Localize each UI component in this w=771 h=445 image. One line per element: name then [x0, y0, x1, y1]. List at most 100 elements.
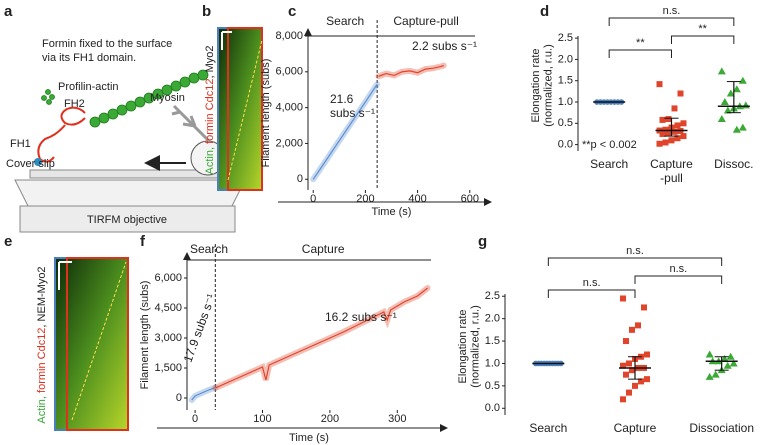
data-line: [312, 83, 378, 180]
point: [626, 389, 632, 396]
significance: n.s.: [663, 5, 681, 17]
panel-label: a: [4, 3, 13, 20]
point: [720, 354, 729, 362]
label: Cover slip: [6, 158, 55, 170]
category-label: Dissociation: [689, 421, 754, 435]
category-label: Capture -pull: [650, 157, 693, 185]
bracket: [671, 35, 735, 44]
y-tick-label: 3,000: [154, 332, 182, 344]
point: [677, 90, 684, 97]
x-tick-label: 0: [310, 193, 316, 205]
y-axis-label: Filament length (subs): [139, 281, 151, 390]
kymograph-e: [54, 257, 129, 431]
point: [659, 130, 666, 137]
x-tick-label: 200: [356, 193, 374, 205]
point: [620, 295, 626, 302]
y-tick-label: 6,000: [275, 66, 303, 78]
x-tick-label: 100: [253, 413, 271, 425]
data-line: [191, 387, 216, 401]
rate-label: 17.9 subs s⁻¹: [181, 292, 219, 364]
significance: **: [636, 37, 645, 49]
bracket: [547, 289, 636, 298]
y-tick-label: 1.0: [485, 357, 500, 369]
x-tick-label: 400: [408, 193, 426, 205]
significance: **: [698, 23, 707, 35]
label: FH2: [64, 98, 85, 110]
point: [729, 359, 738, 367]
phase-label: Search: [190, 242, 228, 256]
label-part: formin Cdc12: [204, 79, 216, 144]
point: [741, 101, 750, 109]
point: [656, 81, 663, 88]
label-part: Actin,: [36, 393, 48, 424]
rate-label: 2.2 subs s⁻¹: [412, 39, 477, 53]
label: Myosin: [150, 92, 185, 104]
point: [711, 370, 720, 378]
point: [671, 105, 678, 112]
x-tick-label: 600: [461, 193, 479, 205]
category-label: Capture: [614, 421, 657, 435]
rate-label: 16.2 subs s⁻¹: [325, 310, 397, 324]
bracket: [634, 275, 723, 284]
x-axis-label: Time (s): [289, 432, 329, 444]
y-axis-label: Elongation rate(normalized, r.u.): [457, 305, 482, 388]
tracking-line: [227, 39, 263, 181]
label-part: , NEM-Myo2: [36, 266, 48, 327]
y-tick-label: 1.0: [558, 96, 573, 108]
y-axis-label: Filament length (subs): [260, 59, 272, 168]
y-tick-label: 1.5: [558, 75, 573, 87]
point: [626, 360, 632, 367]
phase-label: Capture: [302, 242, 345, 256]
kymograph-image: [55, 258, 128, 430]
caption: Formin fixed to the surface: [42, 38, 172, 50]
panel-label: e: [4, 233, 12, 250]
significance: n.s.: [669, 263, 687, 275]
kymograph-b: [217, 27, 263, 191]
significance: n.s.: [583, 277, 601, 289]
point: [665, 129, 672, 136]
y-tick-label: 1,500: [154, 362, 182, 374]
point: [635, 322, 641, 329]
point: [644, 376, 650, 383]
x-tick-label: 0: [192, 413, 198, 425]
fit-band: [212, 285, 431, 391]
y-tick-label: 6,000: [154, 272, 182, 284]
point: [629, 326, 635, 333]
panel-label: g: [478, 233, 487, 250]
y-axis-label: Elongation rate(normalized, r.u.): [530, 44, 555, 127]
y-tick-label: 2,000: [275, 137, 303, 149]
y-tick-label: 2.5: [558, 32, 573, 44]
point: [732, 85, 741, 93]
kymograph-image: [218, 28, 262, 190]
x-axis-label: Time (s): [372, 206, 412, 218]
kymograph-label: Actin, formin Cdc12, NEM-Myo2: [36, 266, 48, 423]
y-tick-label: 4,000: [275, 102, 303, 114]
point: [705, 372, 714, 380]
capture-frame: [66, 257, 129, 431]
point: [717, 115, 726, 123]
y-tick-label: 0.0: [485, 402, 500, 414]
point: [623, 338, 629, 345]
coverslip: [14, 179, 246, 207]
point: [726, 352, 735, 360]
label: Profilin-actin: [58, 81, 119, 93]
y-tick-label: 1.5: [485, 335, 500, 347]
scale-bar: [221, 31, 232, 50]
category-label: Dissoc.: [714, 157, 753, 171]
scale-bar: [58, 261, 72, 290]
note: **p < 0.002: [582, 139, 637, 151]
point: [723, 361, 732, 369]
panel-label: d: [540, 3, 549, 20]
objective: [19, 205, 236, 233]
capture-frame: [227, 27, 263, 191]
point: [668, 137, 675, 144]
y-tick-label: 0.5: [485, 380, 500, 392]
y-tick-label: 8,000: [275, 30, 303, 42]
label-part: Actin,: [204, 144, 216, 175]
formin: [37, 106, 86, 163]
point: [720, 98, 729, 106]
rate-label: 21.6 subs s⁻¹: [330, 92, 375, 120]
y-tick-label: 4,500: [154, 302, 182, 314]
filament: [41, 69, 209, 128]
